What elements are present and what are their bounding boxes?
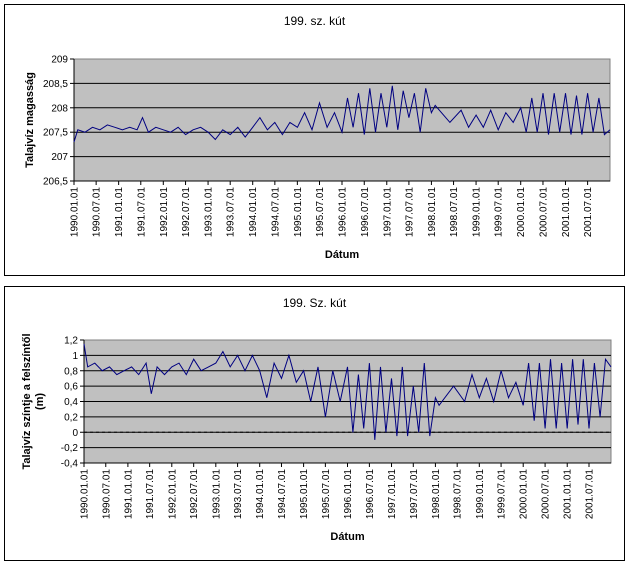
x-tick-label: 1993.01.01 [204,187,215,237]
x-tick-label: 2001.01.01 [561,187,572,237]
y-tick-label: 1 [72,351,78,362]
chart-title: 199. Sz. kút [282,296,347,310]
x-tick-label: 1995.01.01 [293,187,304,237]
x-tick-label: 1998.01.01 [431,469,442,519]
x-tick-label: 1996.07.01 [365,469,376,519]
y-axis-label: Talajvíz magasság [24,72,36,168]
y-tick-label: 0,2 [64,412,78,423]
x-tick-label: 1990.01.01 [80,469,91,519]
x-tick-label: 1996.01.01 [338,187,349,237]
x-tick-label: 1993.01.01 [211,469,222,519]
x-tick-label: 1990.01.01 [70,187,81,237]
y-tick-label: 0 [72,428,78,439]
y-tick-label: 207,5 [43,128,68,139]
y-tick-label: 208 [51,103,68,114]
x-tick-label: 1994.07.01 [277,469,288,519]
x-tick-label: 1992.01.01 [159,187,170,237]
x-tick-label: 1997.01.01 [382,187,393,237]
y-tick-label: -0,4 [61,459,79,470]
x-tick-label: 1996.07.01 [360,187,371,237]
x-tick-label: 1999.07.01 [494,187,505,237]
x-tick-label: 1993.07.01 [233,469,244,519]
chart-panel-water-level: 199. sz. kút 206,5 207 207,5 208 208,5 209 199… [4,4,625,276]
x-tick-label: 1998.01.01 [427,187,438,237]
x-tick-label: 1994.01.01 [248,187,259,237]
series-line [73,85,611,143]
x-tick-label: 1999.01.01 [472,187,483,237]
y-tick-label: 0,4 [64,397,78,408]
series-line [83,343,612,440]
x-tick-label: 2000.01.01 [519,469,530,519]
x-tick-label: 1990.07.01 [92,187,103,237]
x-tick-label: 2001.07.01 [583,187,594,237]
chart-panel-depth-below-surface: 199. Sz. kút -0,4 -0,2 0 0,2 0,4 0,6 0,8 1 1,2 19… [4,286,625,561]
x-tick-label: 2000.01.01 [516,187,527,237]
depth-below-surface-chart: -0,4 -0,2 0 0,2 0,4 0,6 0,8 1 1,2 1990.01.01 1990.… [21,333,612,543]
x-axis-label: Dátum [325,249,359,261]
x-tick-label: 1996.01.01 [343,469,354,519]
x-tick-label: 1991.07.01 [136,187,147,237]
x-tick-label: 1993.07.01 [226,187,237,237]
y-tick-label: 207 [51,152,68,163]
plot-area [73,58,611,182]
x-tick-label: 1991.01.01 [123,469,134,519]
x-tick-label: 1991.01.01 [114,187,125,237]
x-tick-label: 1998.07.01 [449,187,460,237]
y-tick-label: 1,2 [64,336,78,347]
x-tick-label: 1999.01.01 [475,469,486,519]
x-tick-label: 1999.07.01 [497,469,508,519]
water-level-chart: 206,5 207 207,5 208 208,5 209 1990.01.01 1990.0… [24,55,611,261]
x-tick-label: 1998.07.01 [453,469,464,519]
x-tick-label: 2000.07.01 [541,469,552,519]
x-tick-label: 1991.07.01 [145,469,156,519]
x-tick-label: 2001.01.01 [563,469,574,519]
y-tick-label: 0,8 [64,366,78,377]
x-axis-label: Dátum [330,531,364,543]
x-tick-label: 1995.07.01 [321,469,332,519]
y-tick-label: -0,2 [61,443,79,454]
x-tick-label: 1997.07.01 [404,187,415,237]
chart-title: 199. sz. kút [283,14,346,28]
x-tick-label: 1997.07.01 [409,469,420,519]
x-tick-label: 1994.01.01 [255,469,266,519]
x-tick-label: 1995.07.01 [315,187,326,237]
y-axis-label: Talajvíz színtje a felszíntől(m) [21,333,46,469]
x-tick-label: 2000.07.01 [538,187,549,237]
x-tick-label: 1994.07.01 [270,187,281,237]
x-tick-label: 2001.07.01 [584,469,595,519]
x-tick-label: 1997.01.01 [387,469,398,519]
x-tick-label: 1995.01.01 [299,469,310,519]
x-tick-label: 1990.07.01 [101,469,112,519]
y-tick-label: 209 [51,55,68,66]
x-tick-label: 1992.07.01 [181,187,192,237]
x-tick-label: 1992.01.01 [167,469,178,519]
y-tick-label: 0,6 [64,382,78,393]
y-tick-label: 208,5 [43,79,68,90]
x-tick-label: 1992.07.01 [189,469,200,519]
y-tick-label: 206,5 [43,177,68,188]
